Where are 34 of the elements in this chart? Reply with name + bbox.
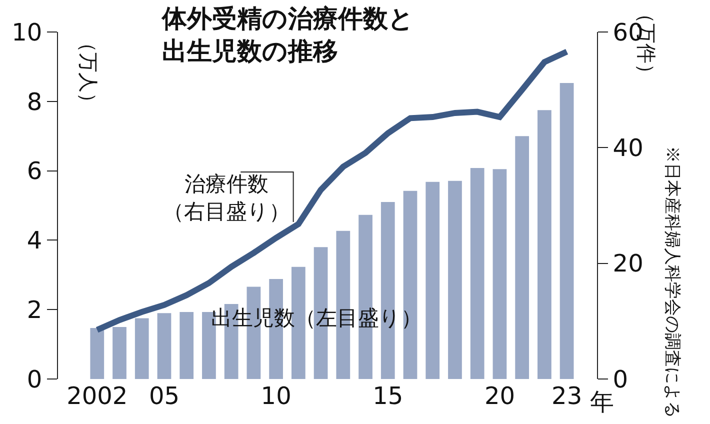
y2-tick-label: 20	[612, 250, 644, 278]
bar	[560, 83, 574, 379]
bar	[134, 318, 149, 379]
x-tick-label: 20	[484, 382, 515, 410]
bar	[380, 202, 395, 379]
x-axis-title: 年	[590, 388, 614, 416]
bar	[112, 326, 126, 379]
bar	[180, 312, 194, 379]
series-label: 治療件数（右目盛り）	[163, 172, 290, 224]
bar	[403, 190, 418, 379]
y-tick-label: 10	[12, 18, 42, 46]
bar	[470, 168, 484, 379]
x-tick-label: 05	[148, 382, 180, 410]
bar	[157, 313, 172, 379]
x-tick-label: 10	[260, 382, 292, 410]
chart-title: 体外受精の治療件数と出生児数の推移	[161, 4, 414, 66]
y-tick-label: 4	[26, 226, 42, 255]
y-tick-label: 2	[26, 296, 42, 324]
x-tick-label: 2002	[66, 382, 128, 410]
bar	[538, 110, 552, 379]
y2-tick-label: 0	[612, 365, 628, 394]
bar	[448, 180, 462, 379]
y-axis-title: （万人）	[76, 32, 101, 112]
text: ※日本産科婦人科学会の調査による	[662, 146, 682, 418]
y-tick-label: 6	[26, 157, 42, 186]
x-tick-label: 15	[372, 382, 404, 410]
bar	[515, 136, 530, 379]
bar	[492, 169, 507, 379]
y2-tick-label: 40	[612, 134, 644, 162]
x-tick-label: 23	[552, 382, 582, 410]
bar	[90, 328, 104, 379]
y-tick-label: 8	[26, 88, 42, 116]
bar	[426, 182, 440, 379]
y-tick-label: 0	[26, 365, 42, 394]
